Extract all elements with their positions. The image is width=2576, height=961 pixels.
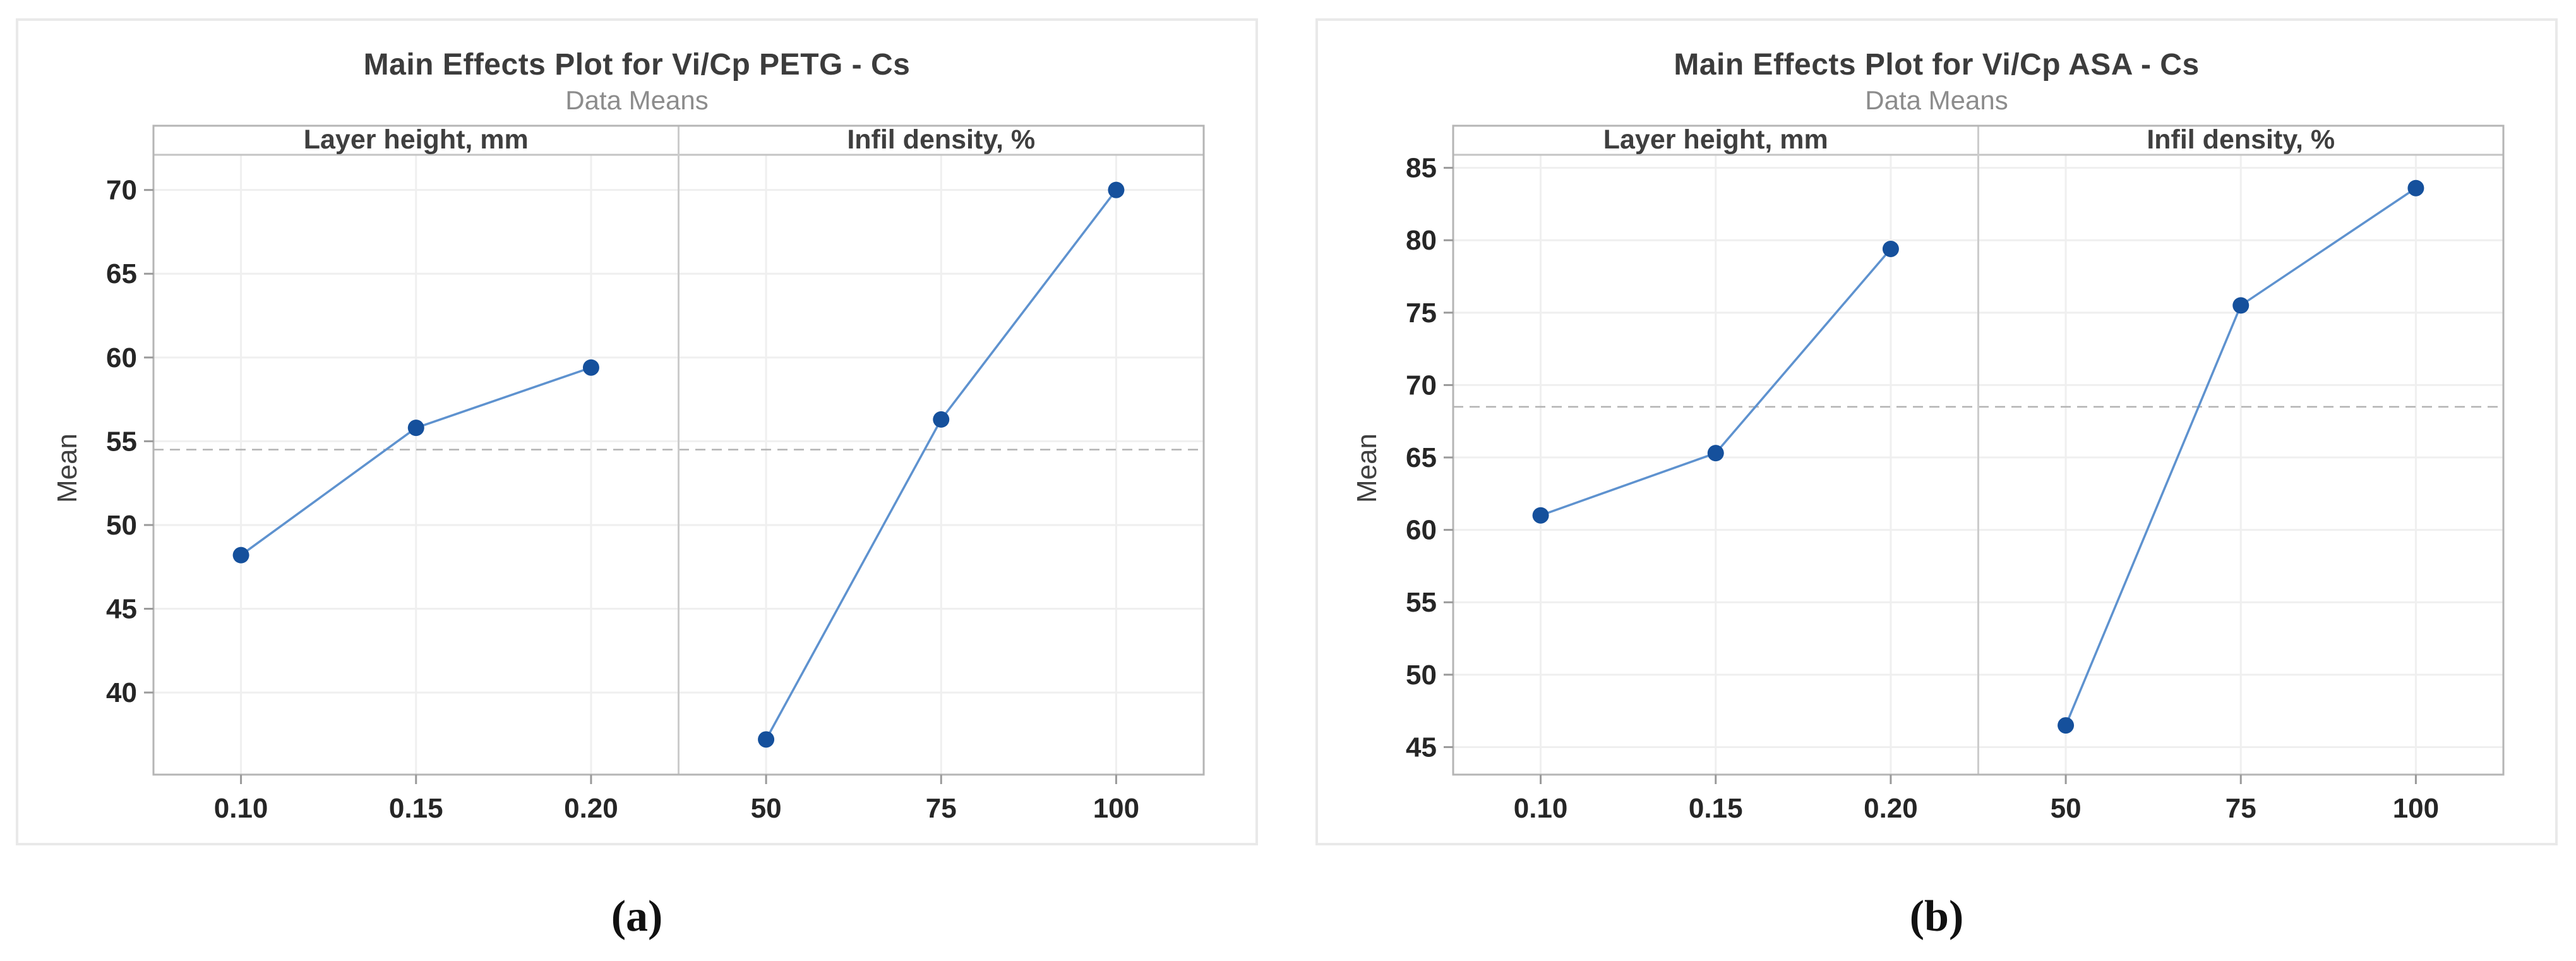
x-tick-label: 100 bbox=[1093, 793, 1139, 824]
subfigure-caption-a: (a) bbox=[611, 892, 663, 941]
panel-label: Infil density, % bbox=[847, 124, 1035, 155]
data-point bbox=[2232, 297, 2250, 314]
data-point bbox=[933, 411, 950, 428]
data-point bbox=[2058, 717, 2075, 734]
x-tick-label: 75 bbox=[2226, 793, 2256, 824]
main-effects-plot-petg: Layer height, mm Infil density, % 40 45 50 55… bbox=[106, 124, 1205, 824]
data-point bbox=[1108, 181, 1125, 198]
panel-label: Layer height, mm bbox=[304, 124, 529, 155]
y-tick-label: 50 bbox=[106, 510, 137, 541]
panel-label: Infil density, % bbox=[2147, 124, 2335, 155]
x-tick-label: 0.15 bbox=[1689, 793, 1743, 824]
x-tick-label: 0.10 bbox=[214, 793, 268, 824]
data-point bbox=[758, 731, 775, 748]
plot-border bbox=[1452, 124, 2505, 776]
x-tick-label: 0.20 bbox=[564, 793, 618, 824]
x-tick-label: 0.15 bbox=[389, 793, 443, 824]
data-point bbox=[407, 420, 424, 437]
data-point bbox=[2407, 179, 2424, 196]
y-tick-label: 45 bbox=[1406, 732, 1437, 763]
figure-asa: Main Effects Plot for Vi/Cp ASA - Cs Dat… bbox=[1315, 18, 2558, 845]
data-point bbox=[232, 547, 249, 564]
y-tick-label: 65 bbox=[1406, 442, 1437, 473]
x-tick-label: 100 bbox=[2393, 793, 2439, 824]
figure-petg: Main Effects Plot for Vi/Cp PETG - Cs Da… bbox=[16, 18, 1258, 845]
panel-label: Layer height, mm bbox=[1603, 124, 1828, 155]
y-tick-label: 55 bbox=[1406, 587, 1437, 618]
subfigure-caption-b: (b) bbox=[1909, 892, 1964, 941]
chart-title: Main Effects Plot for Vi/Cp PETG - Cs bbox=[363, 48, 911, 82]
y-tick-label: 60 bbox=[106, 342, 137, 373]
x-tick-label: 50 bbox=[751, 793, 782, 824]
chart-title: Main Effects Plot for Vi/Cp ASA - Cs bbox=[1674, 48, 2200, 82]
y-tick-label: 45 bbox=[106, 594, 137, 625]
y-tick-label: 55 bbox=[106, 426, 137, 457]
plot-border bbox=[152, 124, 1205, 776]
y-tick-label: 40 bbox=[106, 677, 137, 708]
chart-subtitle: Data Means bbox=[1865, 85, 2008, 115]
y-tick-label: 50 bbox=[1406, 660, 1437, 691]
x-tick-label: 0.20 bbox=[1864, 793, 1918, 824]
x-tick-label: 75 bbox=[926, 793, 957, 824]
x-tick-label: 0.10 bbox=[1514, 793, 1568, 824]
x-tick-label: 50 bbox=[2051, 793, 2082, 824]
y-tick-label: 60 bbox=[1406, 515, 1437, 546]
y-tick-label: 70 bbox=[106, 175, 137, 206]
chart-subtitle: Data Means bbox=[565, 85, 709, 115]
y-tick-label: 65 bbox=[106, 258, 137, 289]
y-tick-label: 80 bbox=[1406, 225, 1437, 256]
y-tick-label: 70 bbox=[1406, 370, 1437, 401]
y-tick-label: 85 bbox=[1406, 153, 1437, 184]
data-point bbox=[1532, 507, 1549, 524]
main-effects-plot-asa: Layer height, mm Infil density, % 45 50 55 60… bbox=[1406, 124, 2505, 824]
data-point bbox=[1882, 240, 1899, 257]
y-tick-label: 75 bbox=[1406, 298, 1437, 329]
data-point bbox=[582, 359, 599, 376]
data-point bbox=[1707, 445, 1724, 462]
